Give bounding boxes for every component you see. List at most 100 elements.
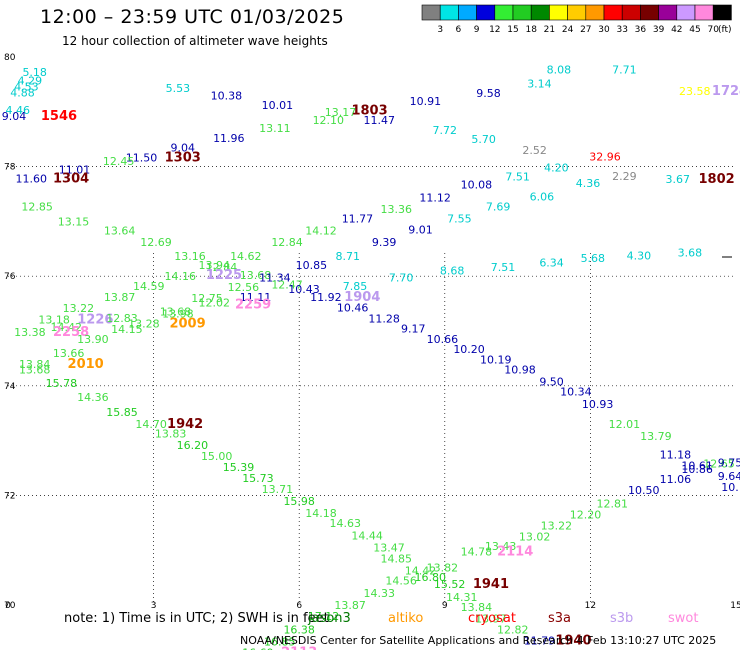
wave-height-label: 13.66	[53, 347, 85, 360]
wave-height-label: 12.45	[103, 155, 135, 168]
wave-height-label: 14.56	[385, 574, 417, 587]
wave-height-label: 3.14	[527, 77, 552, 90]
wave-height-label: 9.75	[718, 457, 740, 470]
legend-sat-altiko: altiko	[388, 611, 424, 626]
wave-height-label: 12.82	[497, 624, 529, 637]
wave-height-label: 15.39	[223, 461, 255, 474]
wave-height-label: 12.65	[703, 458, 735, 471]
page-title: 12:00 – 23:59 UTC 01/03/2025	[40, 6, 345, 28]
wave-height-label: 9.04	[170, 141, 195, 154]
wave-height-label: 15.00	[201, 450, 233, 463]
wave-height-label: 11.12	[419, 191, 451, 204]
wave-height-label: 11.50	[126, 151, 158, 164]
wave-height-label: 10.66	[427, 333, 459, 346]
wave-height-label: 14.33	[364, 587, 396, 600]
wave-height-label: 11.11	[240, 291, 272, 304]
wave-height-label: 13.36	[381, 203, 413, 216]
wave-height-label: 11.28	[368, 312, 400, 325]
y-tick-label: 74	[4, 382, 16, 392]
legend-tick-label: 70	[707, 25, 719, 35]
legend-tick-label: 9	[474, 25, 480, 35]
wave-height-label: 2.29	[612, 170, 637, 183]
wave-height-label: 13.02	[519, 531, 551, 544]
wave-height-label: 14.70	[135, 418, 167, 431]
wave-height-label: 12.01	[609, 418, 641, 431]
wave-height-label: 9.04	[2, 110, 27, 123]
wave-height-label: 14.18	[305, 507, 337, 520]
wave-height-label: 13.38	[14, 326, 46, 339]
wave-height-label: 13.90	[77, 333, 109, 346]
legend-tick-label: 45	[689, 25, 700, 35]
y-tick-label: 70	[4, 601, 16, 611]
pass-time-label: 1226	[77, 312, 113, 327]
legend-tick-label: 42	[671, 25, 682, 35]
pass-time-label: 1904	[344, 290, 380, 305]
legend-tick-label: 12	[489, 25, 500, 35]
legend-sat-cryosat: cryosat	[468, 611, 516, 626]
pass-time-label: 1941	[473, 577, 509, 592]
wave-height-label: 10.19	[480, 353, 512, 366]
legend-tick-label: 15	[507, 25, 518, 35]
wave-height-label: 13.17	[325, 106, 357, 119]
pass-time-label: 1225	[206, 268, 242, 283]
wave-height-label: 15.85	[106, 406, 138, 419]
x-tick-label: 9	[442, 601, 448, 611]
pass-time-label: 1546	[41, 109, 77, 124]
wave-height-label: 13.82	[427, 562, 459, 575]
wave-height-label: 3.68	[678, 247, 703, 260]
pass-time-label: 1940	[555, 634, 591, 649]
wave-height-label: 4.53	[14, 81, 39, 94]
wave-height-label: 7.72	[433, 124, 458, 137]
wave-height-label: 10.46	[337, 301, 369, 314]
legend-tick-label: 21	[544, 25, 555, 35]
wave-height-label: 4.20	[544, 162, 569, 175]
wave-height-label: 13.18	[38, 313, 70, 326]
wave-height-label: 11.01	[59, 163, 91, 176]
legend-tick-label: 30	[598, 25, 610, 35]
wave-height-label: 13.68	[240, 269, 272, 282]
wave-height-label: 12.81	[596, 498, 628, 511]
wave-height-label: 9.17	[401, 322, 426, 335]
wave-height-label: 10.85	[296, 259, 328, 272]
wave-height-label: 5.68	[581, 252, 606, 265]
wave-height-label: 14.42	[50, 321, 82, 334]
wave-height-label: 10.43	[288, 283, 320, 296]
color-legend: 3 6 9 12 15 18 21 24 27 30 33 36 39 42 45 70 (ft)	[421, 4, 732, 35]
wave-height-label: 17.12	[308, 610, 340, 623]
x-tick-label: 15	[730, 601, 740, 611]
page-subtitle: 12 hour collection of altimeter wave hei…	[62, 34, 328, 48]
y-tick-label: 76	[4, 272, 16, 282]
x-tick-label: 6	[296, 601, 302, 611]
legend-tick-label: 24	[562, 25, 574, 35]
x-tick-label: 0	[5, 601, 11, 611]
wave-height-label: 14.62	[230, 250, 262, 263]
wave-height-label: 12.84	[271, 236, 303, 249]
wave-height-label: 14.12	[305, 225, 337, 238]
wave-height-label: 11.47	[364, 114, 396, 127]
wave-height-label: 13.64	[104, 225, 136, 238]
pass-time-label: 2113	[281, 646, 317, 650]
pass-time-label: 1303	[165, 150, 201, 165]
wave-height-label: 14.15	[111, 323, 143, 336]
wave-height-label: 9.50	[539, 375, 564, 388]
wave-height-label: 13.97	[475, 613, 507, 626]
pass-time-label: 1803	[351, 104, 387, 119]
wave-height-label: 5.18	[22, 66, 47, 79]
wave-height-label: 2.52	[522, 144, 547, 157]
pass-time-label: 1942	[167, 417, 203, 432]
legend-tick-label: 33	[616, 25, 627, 35]
wave-height-label: 13.11	[259, 122, 291, 135]
wave-height-label: 4.29	[18, 75, 43, 88]
wave-height-label: 10.50	[628, 484, 660, 497]
wave-height-label: 9.64	[718, 470, 740, 483]
legend-sat-jason3: jason3	[308, 611, 351, 626]
wave-height-label: 4.36	[576, 177, 601, 190]
wave-height-label: 10.86	[681, 463, 713, 476]
wave-height-label: 9.01	[408, 224, 433, 237]
wave-height-label: 13.28	[128, 317, 160, 330]
wave-height-label: 13.83	[155, 427, 187, 440]
wave-height-label: 10.91	[410, 95, 442, 108]
wave-height-label: 12.85	[21, 201, 53, 214]
y-tick-label: 80	[4, 53, 16, 63]
